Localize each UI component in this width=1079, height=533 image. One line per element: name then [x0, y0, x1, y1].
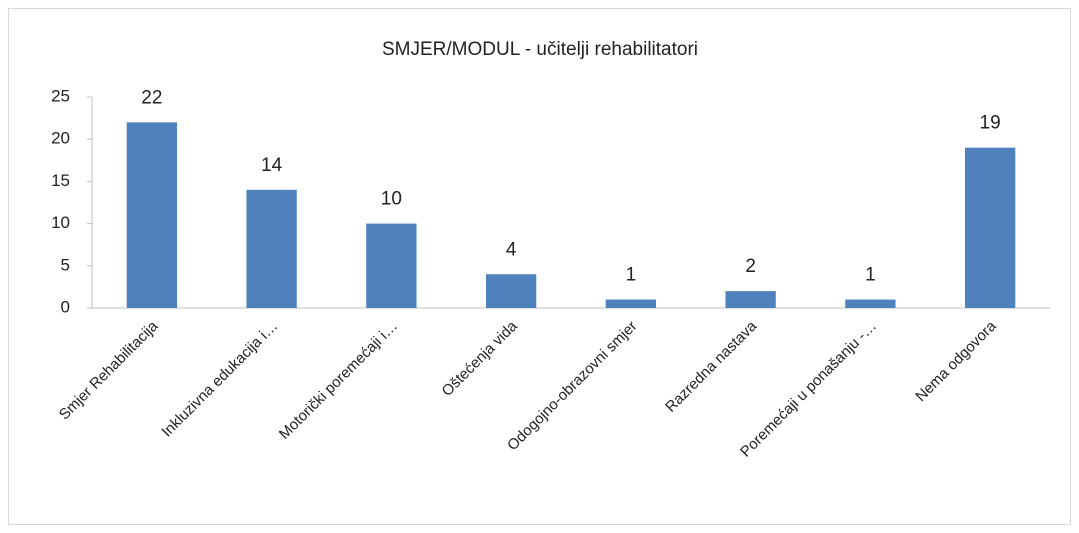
data-label: 1	[865, 265, 876, 286]
y-tick-label: 5	[61, 255, 70, 274]
data-label: 10	[381, 189, 402, 210]
bar	[964, 147, 1016, 308]
data-label: 1	[626, 265, 637, 286]
y-tick-label: 15	[51, 171, 70, 190]
data-label: 14	[261, 155, 283, 176]
bar	[485, 274, 537, 308]
bar	[845, 299, 896, 308]
data-label: 2	[745, 256, 756, 277]
y-tick-label: 10	[51, 213, 70, 232]
chart-border	[8, 8, 1071, 525]
bar	[725, 291, 776, 308]
data-label: 4	[506, 239, 517, 260]
bar	[246, 189, 297, 308]
data-label: 22	[141, 87, 162, 108]
bar	[605, 299, 657, 308]
data-label: 19	[980, 113, 1001, 134]
y-tick-label: 25	[51, 86, 70, 105]
bar	[366, 223, 417, 308]
bar	[126, 122, 178, 308]
y-tick-label: 0	[61, 297, 70, 316]
chart-title: SMJER/MODUL - učitelji rehabilitatori	[382, 39, 698, 60]
y-tick-label: 20	[51, 129, 70, 148]
